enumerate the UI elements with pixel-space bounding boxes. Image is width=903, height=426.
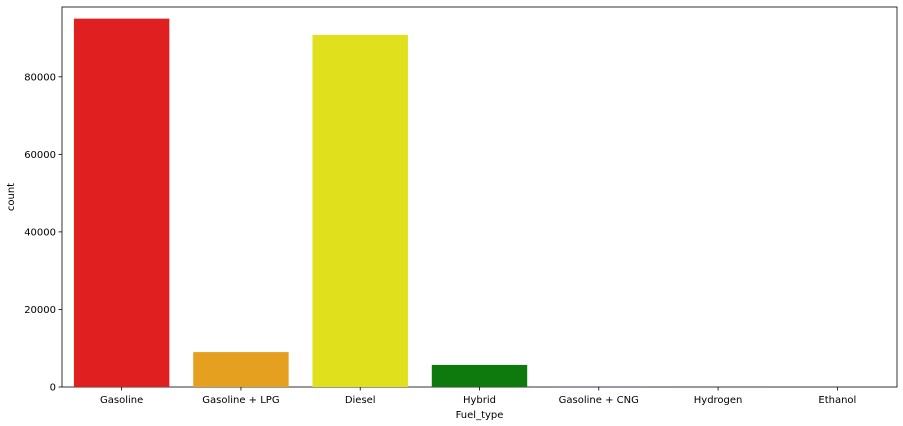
y-tick-label: 20000	[24, 305, 56, 316]
x-tick-label: Diesel	[345, 395, 376, 406]
y-axis-ticks: 0 20000 40000 60000 80000	[24, 72, 62, 394]
plot-area	[61, 6, 898, 388]
x-axis-label: Fuel_type	[456, 410, 504, 421]
y-tick-label: 0	[50, 383, 56, 394]
x-tick-label: Hybrid	[463, 395, 496, 406]
bar-gasoline-lpg	[193, 352, 289, 387]
x-tick-label: Hydrogen	[694, 395, 743, 406]
x-tick-label: Ethanol	[818, 395, 856, 406]
x-axis-ticks: Gasoline Gasoline + LPG Diesel Hybrid Gasoli…	[100, 387, 856, 406]
bar-diesel	[312, 34, 408, 387]
bar-hybrid	[431, 364, 528, 387]
y-tick-label: 80000	[24, 72, 56, 83]
y-axis-label: count	[6, 183, 17, 211]
x-tick-label: Gasoline + LPG	[202, 395, 279, 406]
y-tick-label: 40000	[24, 227, 56, 238]
bar-gasoline	[73, 18, 170, 387]
x-tick-label: Gasoline	[100, 395, 143, 406]
x-tick-label: Gasoline + CNG	[559, 395, 639, 406]
bars-group	[73, 18, 886, 387]
y-tick-label: 60000	[24, 150, 56, 161]
